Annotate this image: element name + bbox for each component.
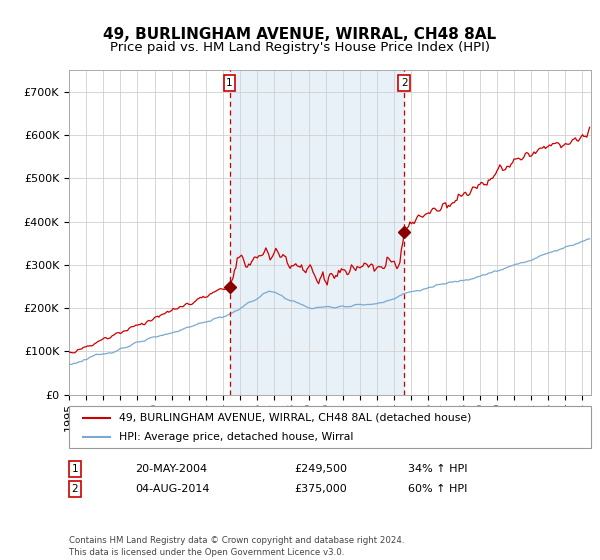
Text: HPI: Average price, detached house, Wirral: HPI: Average price, detached house, Wirr… [119,432,353,442]
Text: 20-MAY-2004: 20-MAY-2004 [135,464,207,474]
Text: Price paid vs. HM Land Registry's House Price Index (HPI): Price paid vs. HM Land Registry's House … [110,40,490,54]
Text: 04-AUG-2014: 04-AUG-2014 [135,484,209,494]
Text: 1: 1 [226,78,233,88]
Text: £249,500: £249,500 [294,464,347,474]
Bar [230,70,404,395]
Text: 49, BURLINGHAM AVENUE, WIRRAL, CH48 8AL (detached house): 49, BURLINGHAM AVENUE, WIRRAL, CH48 8AL … [119,413,471,423]
Text: 2: 2 [71,484,79,494]
FancyBboxPatch shape [69,406,591,448]
Text: 1: 1 [71,464,79,474]
Text: Contains HM Land Registry data © Crown copyright and database right 2024.
This d: Contains HM Land Registry data © Crown c… [69,536,404,557]
Text: £375,000: £375,000 [294,484,347,494]
Text: 2: 2 [401,78,407,88]
Text: 49, BURLINGHAM AVENUE, WIRRAL, CH48 8AL: 49, BURLINGHAM AVENUE, WIRRAL, CH48 8AL [103,27,497,42]
Text: 60% ↑ HPI: 60% ↑ HPI [408,484,467,494]
Text: 34% ↑ HPI: 34% ↑ HPI [408,464,467,474]
